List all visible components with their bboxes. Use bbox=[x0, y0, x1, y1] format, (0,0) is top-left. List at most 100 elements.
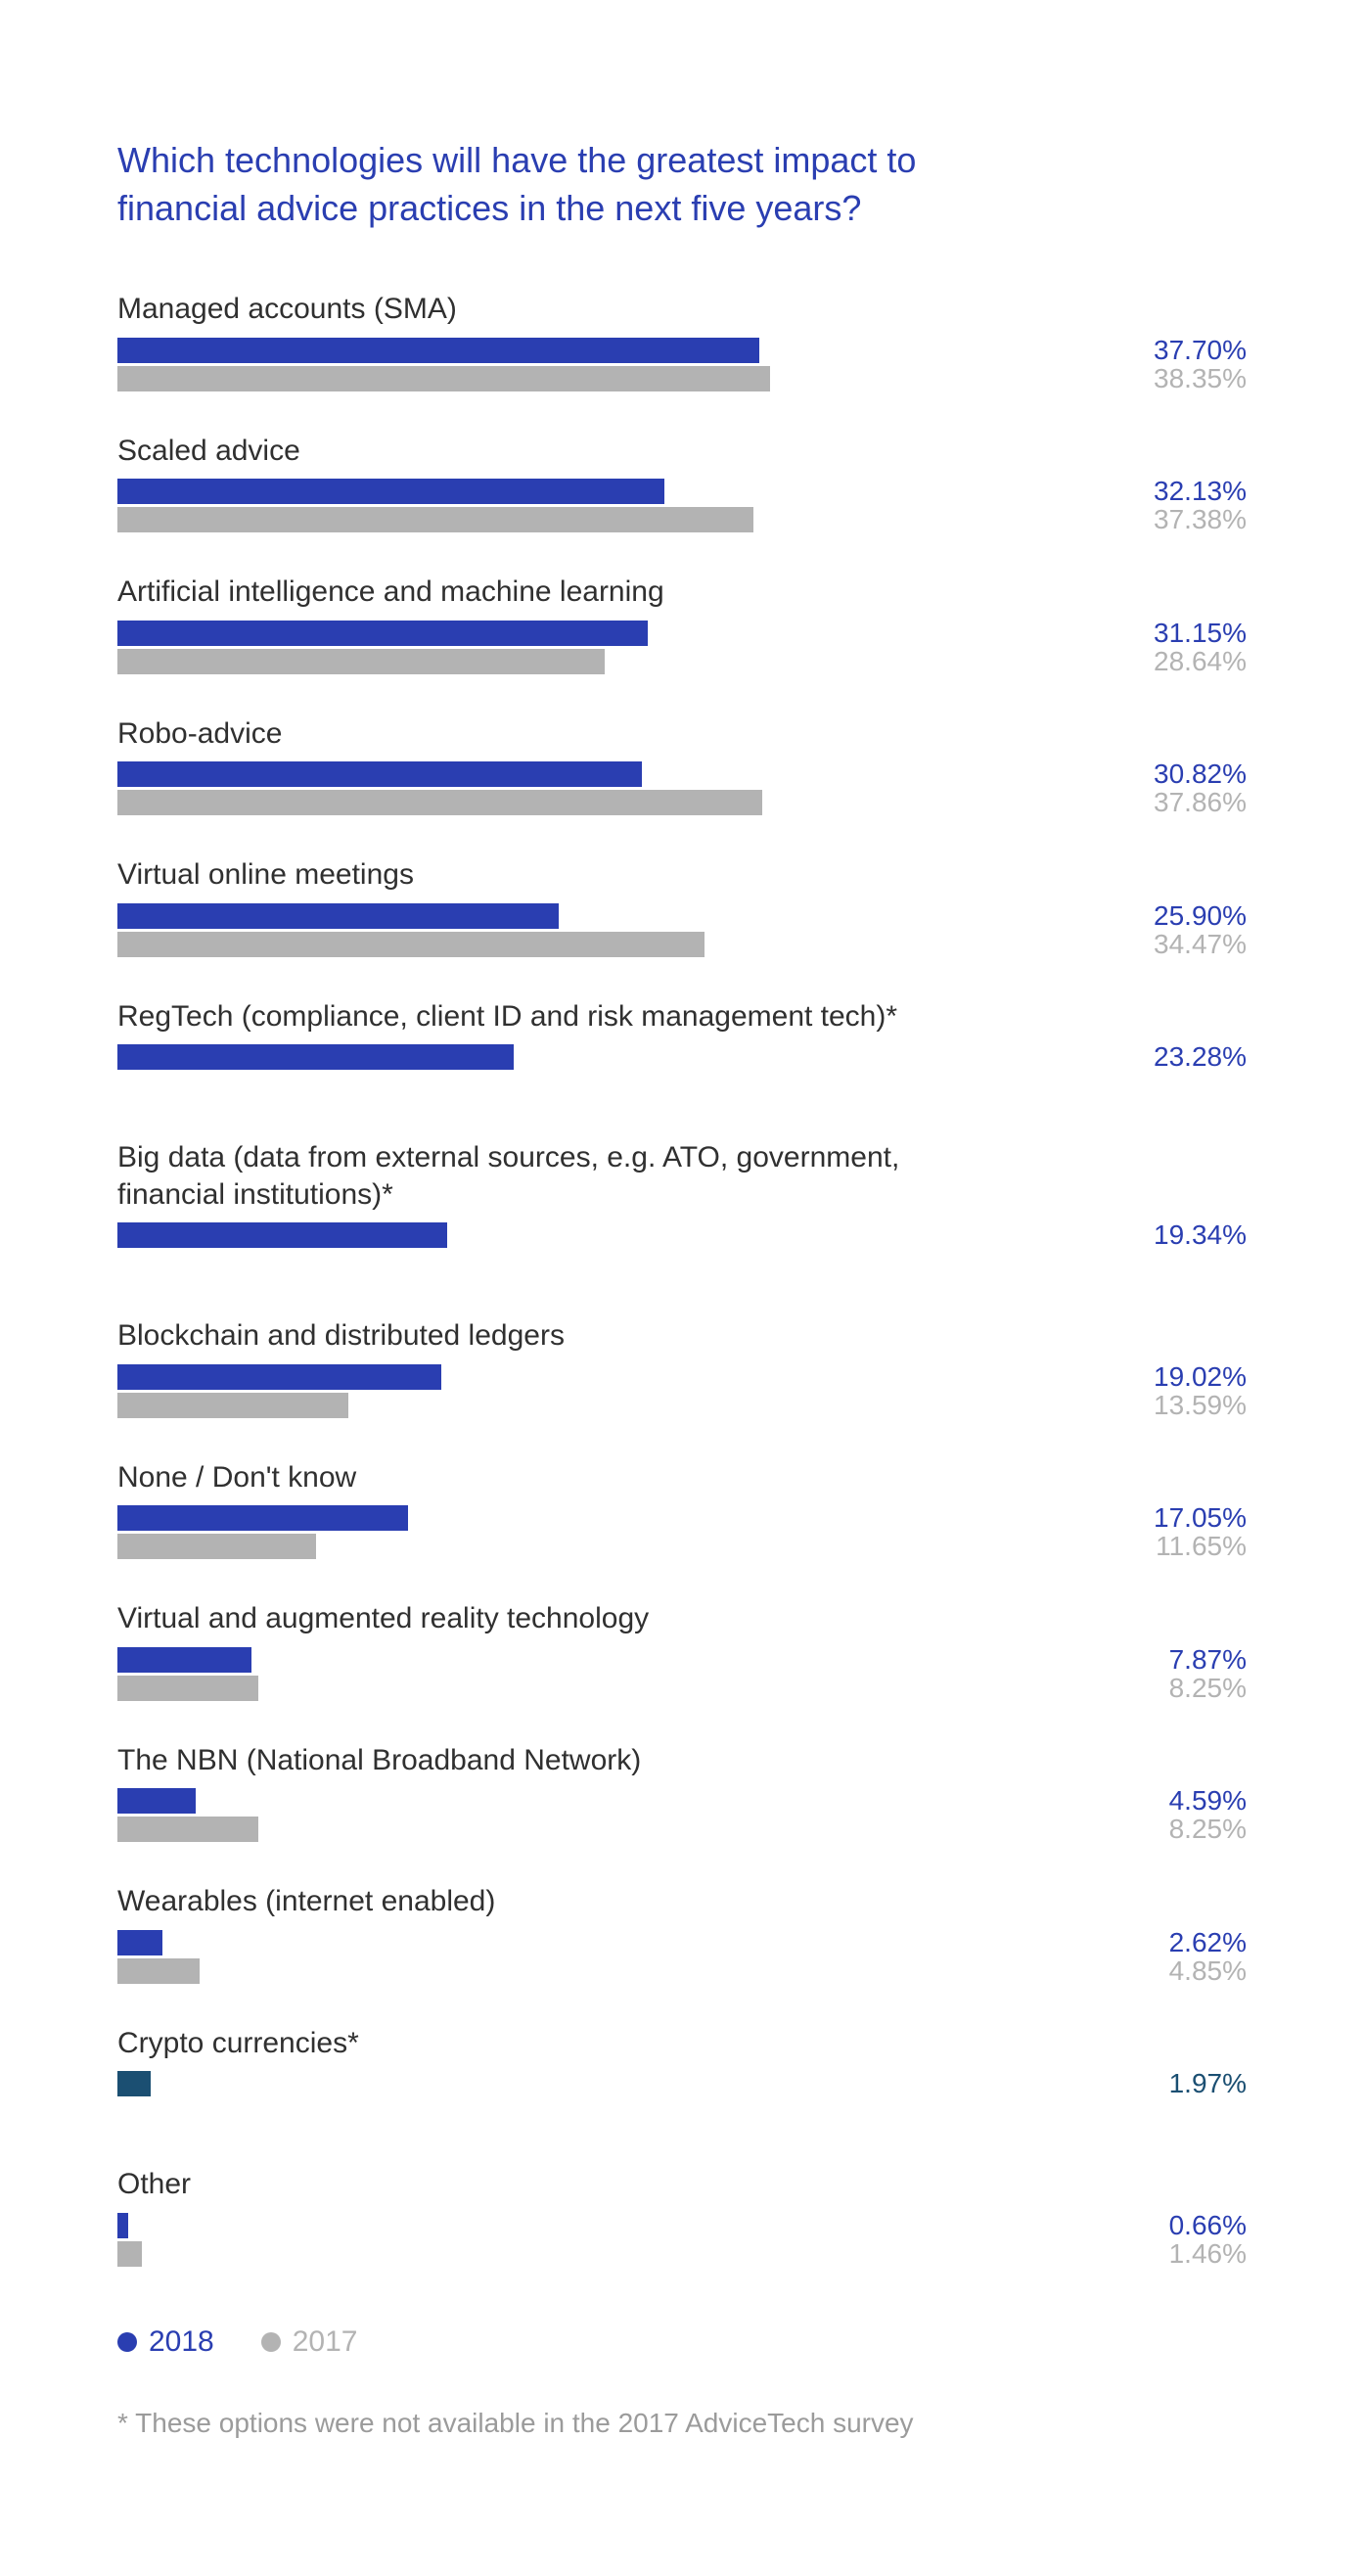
bar-row-2018: 1.97% bbox=[117, 2071, 1247, 2096]
value-2018: 2.62% bbox=[1119, 1929, 1247, 1956]
chart-item: Other 0.66%1.46% bbox=[117, 2166, 1247, 2267]
bar-row-2017: 37.38% bbox=[117, 507, 1247, 532]
bar-2017 bbox=[117, 507, 753, 532]
bar-2018 bbox=[117, 761, 642, 787]
bar-row-2018: 25.90% bbox=[117, 903, 1247, 929]
bar-row-2018: 23.28% bbox=[117, 1044, 1247, 1070]
item-label: Other bbox=[117, 2166, 969, 2203]
value-2018: 32.13% bbox=[1119, 478, 1247, 505]
bar-2018 bbox=[117, 2213, 128, 2238]
bar-2018 bbox=[117, 2071, 151, 2096]
value-2018: 30.82% bbox=[1119, 760, 1247, 788]
bar-row-2018: 19.02% bbox=[117, 1364, 1247, 1390]
item-label: Robo-advice bbox=[117, 715, 969, 753]
value-2017: 37.38% bbox=[1119, 506, 1247, 533]
legend-item-2017: 2017 bbox=[261, 2325, 358, 2359]
value-2018: 0.66% bbox=[1119, 2212, 1247, 2239]
bar-row-2018: 7.87% bbox=[117, 1647, 1247, 1673]
bar-row-2017 bbox=[117, 1251, 1247, 1276]
chart-item: RegTech (compliance, client ID and risk … bbox=[117, 998, 1247, 1099]
bar-row-2018: 32.13% bbox=[117, 479, 1247, 504]
bar-row-2017: 8.25% bbox=[117, 1817, 1247, 1842]
value-2017: 38.35% bbox=[1119, 365, 1247, 392]
value-2017: 13.59% bbox=[1119, 1392, 1247, 1419]
bar-2018 bbox=[117, 1788, 196, 1814]
value-2017: 8.25% bbox=[1119, 1816, 1247, 1843]
chart-item: Virtual online meetings 25.90%34.47% bbox=[117, 856, 1247, 957]
bar-2017 bbox=[117, 1958, 200, 1984]
value-2017 bbox=[1119, 1072, 1247, 1099]
value-2018: 19.02% bbox=[1119, 1363, 1247, 1391]
value-2018: 31.15% bbox=[1119, 620, 1247, 647]
bar-2018 bbox=[117, 903, 559, 929]
bar-2018 bbox=[117, 479, 664, 504]
value-2018: 4.59% bbox=[1119, 1787, 1247, 1815]
chart-item: None / Don't know 17.05%11.65% bbox=[117, 1459, 1247, 1560]
bar-2017 bbox=[117, 790, 762, 815]
item-label: Virtual and augmented reality technology bbox=[117, 1600, 969, 1637]
item-label: Artificial intelligence and machine lear… bbox=[117, 574, 969, 611]
bar-2018 bbox=[117, 1930, 162, 1955]
item-label: The NBN (National Broadband Network) bbox=[117, 1742, 969, 1779]
item-label: Wearables (internet enabled) bbox=[117, 1883, 969, 1920]
item-label: Virtual online meetings bbox=[117, 856, 969, 894]
bar-row-2018: 2.62% bbox=[117, 1930, 1247, 1955]
chart-item: Artificial intelligence and machine lear… bbox=[117, 574, 1247, 674]
bar-row-2017: 37.86% bbox=[117, 790, 1247, 815]
bar-row-2017: 8.25% bbox=[117, 1676, 1247, 1701]
bar-row-2018: 17.05% bbox=[117, 1505, 1247, 1531]
legend-label-2018: 2018 bbox=[149, 2325, 214, 2359]
bar-row-2017: 1.46% bbox=[117, 2241, 1247, 2267]
bar-row-2017 bbox=[117, 2099, 1247, 2125]
bar-2018 bbox=[117, 1647, 251, 1673]
item-label: None / Don't know bbox=[117, 1459, 969, 1496]
value-2018: 19.34% bbox=[1119, 1221, 1247, 1249]
value-2018: 1.97% bbox=[1119, 2070, 1247, 2097]
legend-dot-2018 bbox=[117, 2332, 137, 2352]
value-2018: 17.05% bbox=[1119, 1504, 1247, 1532]
bar-row-2017: 34.47% bbox=[117, 932, 1247, 957]
bar-row-2018: 0.66% bbox=[117, 2213, 1247, 2238]
bar-row-2018: 37.70% bbox=[117, 338, 1247, 363]
bar-row-2017: 4.85% bbox=[117, 1958, 1247, 1984]
chart-item: Crypto currencies*1.97% bbox=[117, 2025, 1247, 2126]
value-2017: 4.85% bbox=[1119, 1957, 1247, 1985]
bar-row-2017: 11.65% bbox=[117, 1534, 1247, 1559]
item-label: Scaled advice bbox=[117, 433, 969, 470]
bar-2017 bbox=[117, 1534, 316, 1559]
bar-chart: Managed accounts (SMA) 37.70%38.35% Scaled… bbox=[117, 291, 1247, 2267]
value-2017: 11.65% bbox=[1119, 1533, 1247, 1560]
value-2017 bbox=[1119, 1250, 1247, 1277]
legend-dot-2017 bbox=[261, 2332, 281, 2352]
bar-2017 bbox=[117, 932, 705, 957]
bar-row-2017: 28.64% bbox=[117, 649, 1247, 674]
chart-item: Managed accounts (SMA) 37.70%38.35% bbox=[117, 291, 1247, 391]
chart-item: Scaled advice 32.13%37.38% bbox=[117, 433, 1247, 533]
value-2017: 28.64% bbox=[1119, 648, 1247, 675]
item-label: Managed accounts (SMA) bbox=[117, 291, 969, 328]
bar-row-2018: 31.15% bbox=[117, 621, 1247, 646]
value-2017: 8.25% bbox=[1119, 1675, 1247, 1702]
value-2017: 34.47% bbox=[1119, 931, 1247, 958]
bar-2017 bbox=[117, 1817, 258, 1842]
bar-row-2018: 30.82% bbox=[117, 761, 1247, 787]
chart-item: Blockchain and distributed ledgers19.02%… bbox=[117, 1317, 1247, 1418]
value-2018: 25.90% bbox=[1119, 902, 1247, 930]
value-2017 bbox=[1119, 2098, 1247, 2126]
legend-label-2017: 2017 bbox=[293, 2325, 358, 2359]
chart-item: Wearables (internet enabled) 2.62%4.85% bbox=[117, 1883, 1247, 1984]
bar-2018 bbox=[117, 1222, 447, 1248]
chart-item: The NBN (National Broadband Network) 4.59… bbox=[117, 1742, 1247, 1843]
value-2018: 37.70% bbox=[1119, 337, 1247, 364]
bar-row-2017: 38.35% bbox=[117, 366, 1247, 391]
bar-2018 bbox=[117, 1044, 514, 1070]
bar-2018 bbox=[117, 1364, 441, 1390]
chart-item: Big data (data from external sources, e.… bbox=[117, 1139, 1247, 1276]
legend: 2018 2017 bbox=[117, 2325, 1247, 2359]
item-label: RegTech (compliance, client ID and risk … bbox=[117, 998, 969, 1035]
value-2017: 37.86% bbox=[1119, 789, 1247, 816]
bar-row-2018: 19.34% bbox=[117, 1222, 1247, 1248]
value-2017: 1.46% bbox=[1119, 2240, 1247, 2268]
bar-2017 bbox=[117, 1676, 258, 1701]
bar-2018 bbox=[117, 1505, 408, 1531]
